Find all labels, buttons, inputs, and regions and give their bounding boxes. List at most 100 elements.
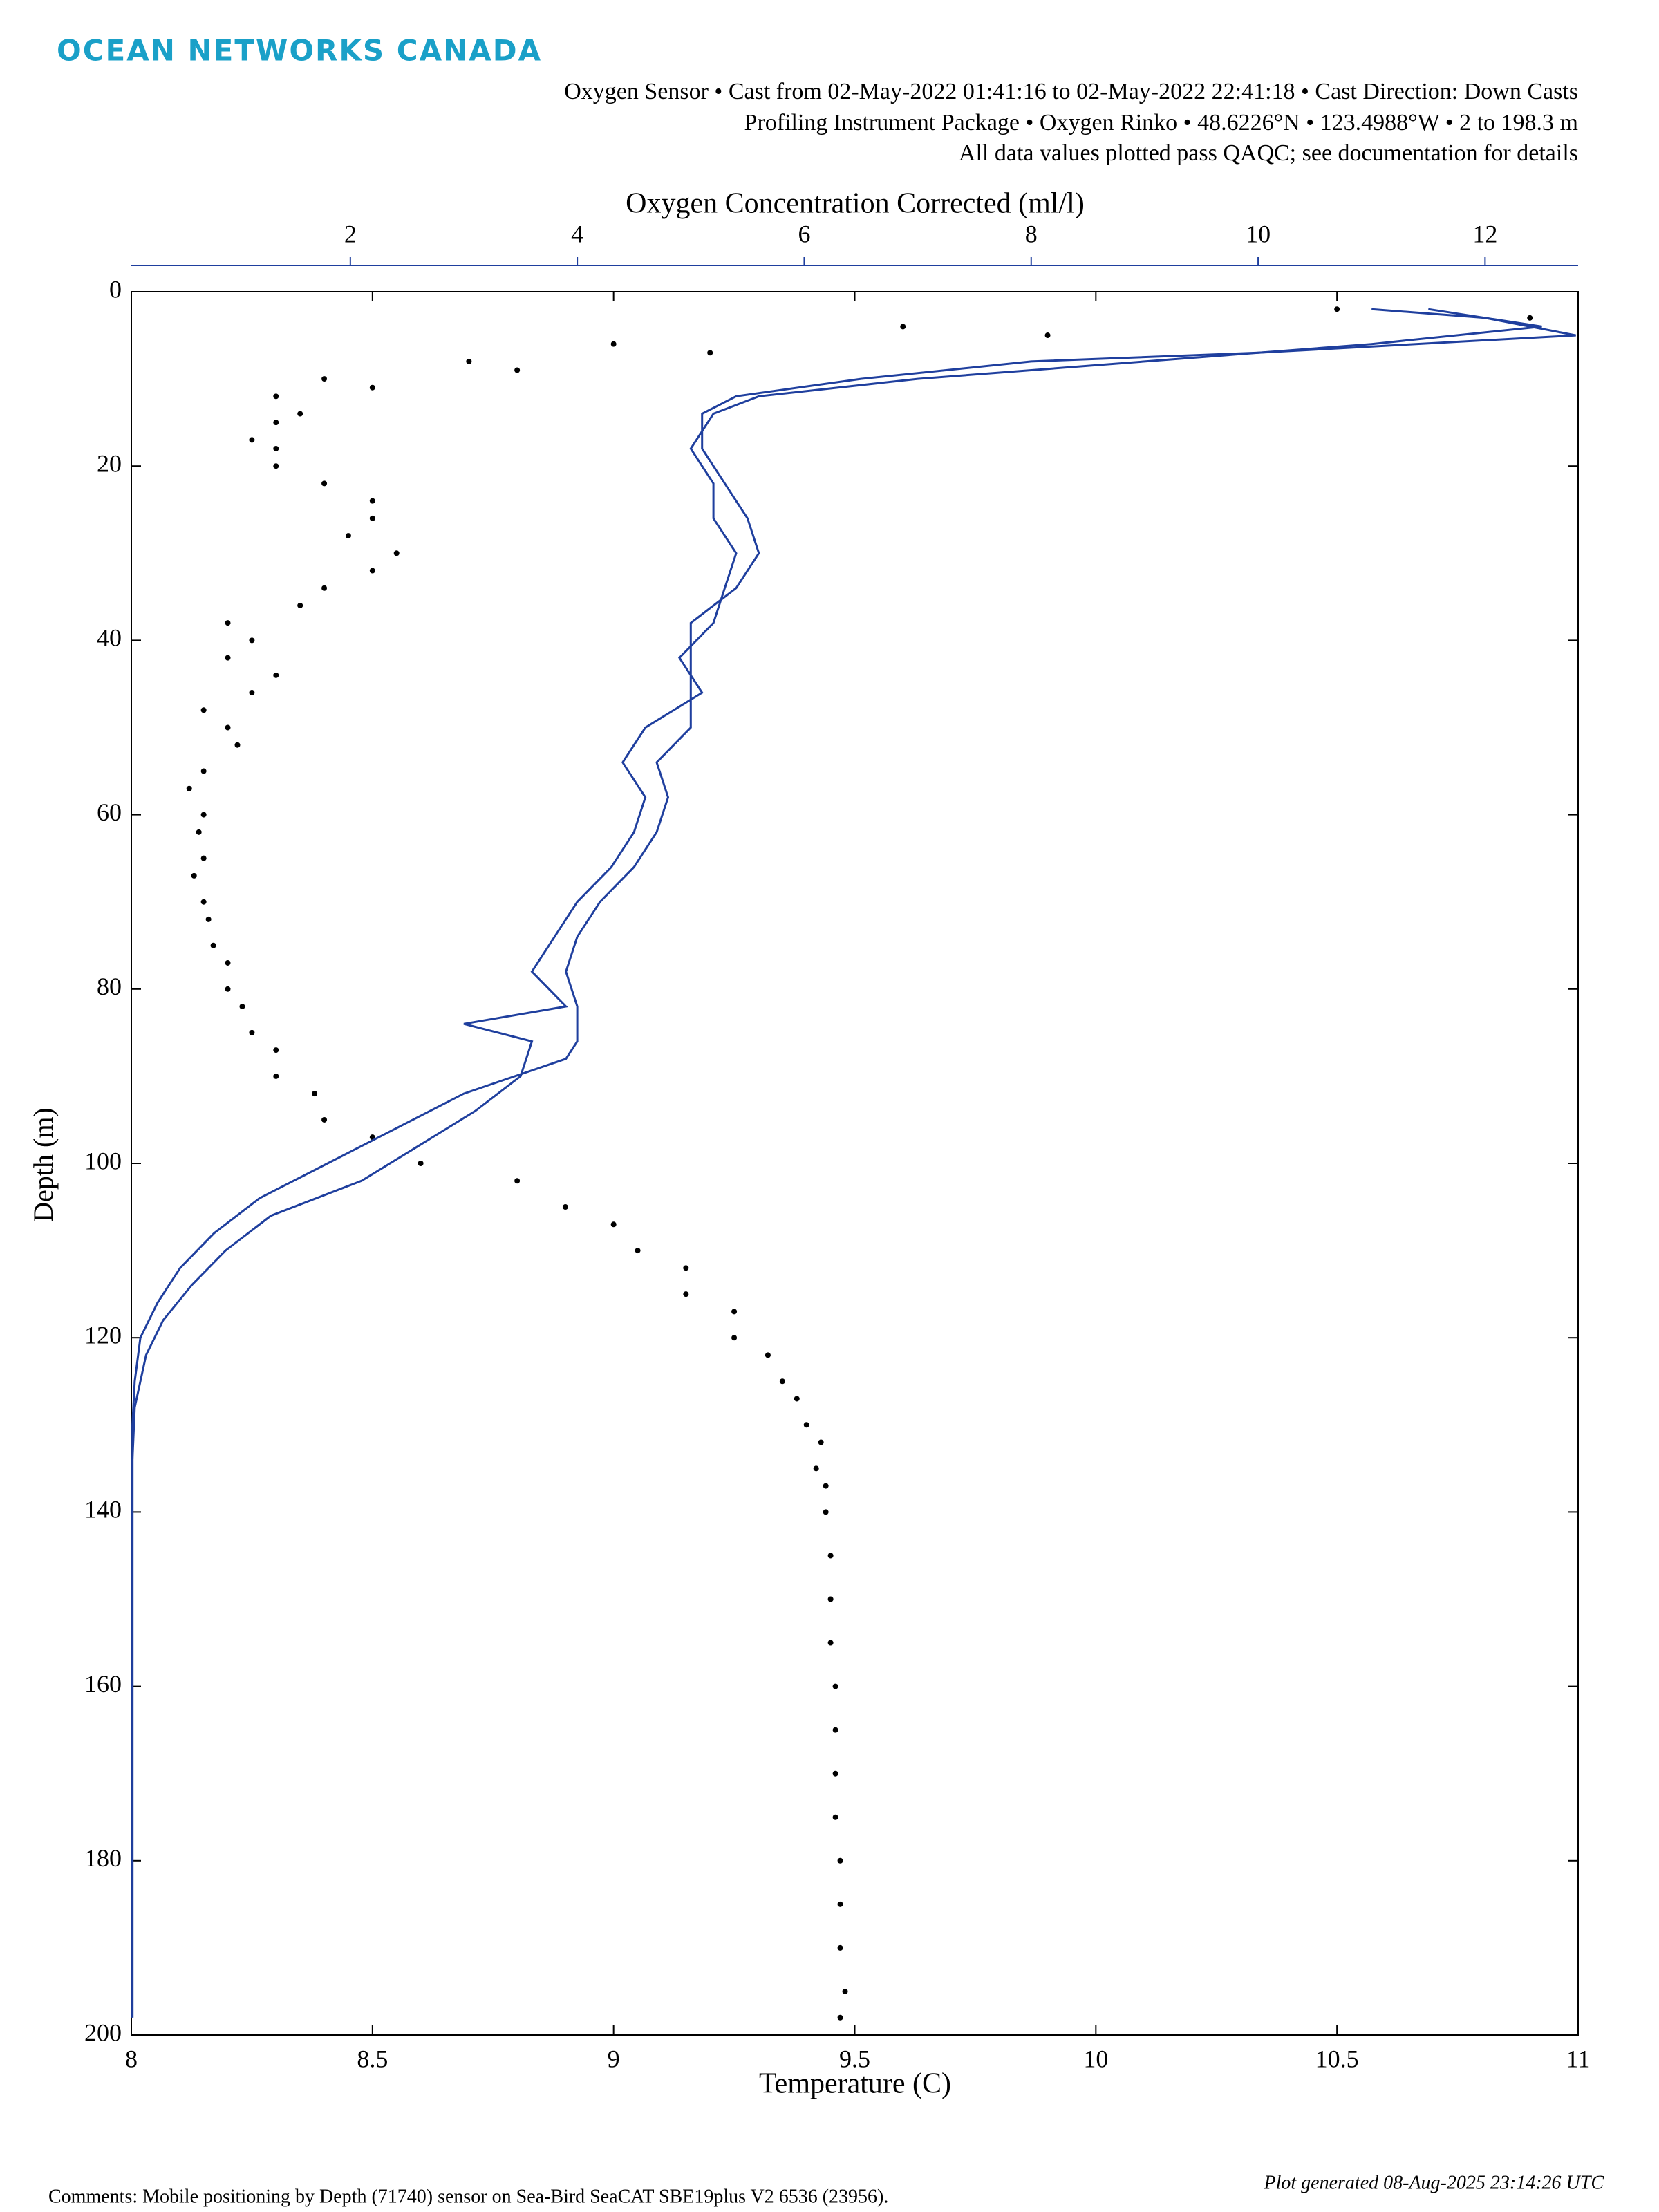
- x2-tick-label: 6: [798, 220, 810, 247]
- data-point: [832, 1727, 838, 1733]
- data-point: [196, 829, 202, 835]
- data-point: [832, 1683, 838, 1689]
- profile-line: [131, 308, 1576, 2018]
- x2-tick-label: 10: [1246, 220, 1271, 247]
- data-point: [683, 1291, 689, 1297]
- x-tick-label: 10: [1083, 2045, 1108, 2072]
- data-point: [273, 1047, 279, 1053]
- data-point: [369, 498, 375, 504]
- data-point: [297, 602, 303, 608]
- data-point: [779, 1378, 785, 1385]
- data-point: [191, 872, 197, 879]
- y-tick-label: 40: [97, 624, 122, 652]
- data-point: [369, 384, 375, 391]
- data-point: [794, 1396, 800, 1402]
- data-point: [823, 1509, 829, 1515]
- data-point: [273, 420, 279, 426]
- data-point: [234, 742, 241, 748]
- y-tick-label: 80: [97, 973, 122, 1000]
- data-point: [635, 1248, 641, 1254]
- x2-tick-label: 8: [1025, 220, 1038, 247]
- x2-tick-label: 12: [1472, 220, 1497, 247]
- data-point: [707, 350, 713, 356]
- x-tick-label: 9: [608, 2045, 620, 2072]
- data-point: [200, 899, 207, 905]
- data-point: [562, 1204, 568, 1210]
- data-point: [225, 986, 231, 992]
- x-tick-label: 10.5: [1315, 2045, 1359, 2072]
- profile-line: [131, 308, 1542, 2018]
- x2-tick-label: 2: [344, 220, 357, 247]
- subtitle: All data values plotted pass QAQC; see d…: [959, 140, 1578, 166]
- data-point: [321, 376, 328, 382]
- data-point: [321, 1116, 328, 1123]
- data-point: [225, 655, 231, 661]
- data-point: [369, 515, 375, 521]
- data-point: [514, 367, 521, 373]
- data-point: [273, 1073, 279, 1079]
- data-point: [803, 1422, 809, 1428]
- data-point: [369, 568, 375, 574]
- y-tick-label: 180: [84, 1844, 122, 1872]
- data-point: [514, 1178, 521, 1184]
- data-point: [225, 959, 231, 966]
- data-point: [837, 2014, 843, 2021]
- data-point: [1044, 332, 1051, 339]
- x-tick-label: 9.5: [839, 2045, 870, 2072]
- logo: OCEAN NETWORKS CANADA: [57, 34, 542, 68]
- data-point: [731, 1335, 738, 1341]
- data-point: [200, 707, 207, 713]
- data-point: [823, 1483, 829, 1489]
- data-point: [393, 550, 400, 556]
- data-point: [900, 324, 906, 330]
- x2-axis-label: Oxygen Concentration Corrected (ml/l): [626, 188, 1085, 220]
- plot-frame: [131, 291, 1579, 2036]
- data-point: [837, 1944, 843, 1951]
- data-point: [683, 1265, 689, 1271]
- data-point: [225, 620, 231, 626]
- data-point: [273, 393, 279, 400]
- y-tick-label: 200: [84, 2018, 122, 2046]
- y-tick-label: 120: [84, 1321, 122, 1349]
- x-tick-label: 11: [1566, 2045, 1591, 2072]
- data-point: [321, 585, 328, 591]
- data-point: [610, 1221, 617, 1228]
- data-point: [205, 916, 212, 922]
- x2-tick-label: 4: [571, 220, 583, 247]
- data-point: [321, 480, 328, 487]
- y-tick-label: 100: [84, 1147, 122, 1174]
- data-point: [418, 1161, 424, 1166]
- y-tick-label: 60: [97, 798, 122, 826]
- data-point: [239, 1004, 245, 1010]
- data-point: [273, 445, 279, 451]
- x-tick-label: 8: [125, 2045, 138, 2072]
- data-point: [837, 1857, 843, 1864]
- data-point: [249, 690, 255, 696]
- y-tick-label: 160: [84, 1670, 122, 1698]
- data-point: [842, 1988, 848, 1994]
- data-point: [345, 533, 351, 539]
- data-point: [249, 1029, 255, 1035]
- data-point: [297, 411, 303, 417]
- x-axis-label: Temperature (C): [759, 2068, 951, 2100]
- data-point: [813, 1465, 819, 1472]
- data-point: [837, 1901, 843, 1907]
- y-tick-label: 0: [109, 275, 122, 303]
- data-point: [273, 672, 279, 678]
- data-point: [249, 437, 255, 443]
- comments: Comments: Mobile positioning by Depth (7…: [48, 2186, 888, 2207]
- data-point: [1334, 306, 1340, 312]
- data-point: [186, 785, 192, 791]
- data-point: [200, 855, 207, 861]
- data-point: [731, 1309, 738, 1315]
- data-point: [249, 637, 255, 644]
- subtitle: Oxygen Sensor • Cast from 02-May-2022 01…: [564, 79, 1578, 104]
- data-point: [200, 812, 207, 818]
- data-point: [200, 768, 207, 774]
- y-tick-label: 140: [84, 1496, 122, 1524]
- data-point: [765, 1352, 771, 1358]
- data-point: [210, 942, 216, 948]
- data-point: [832, 1770, 838, 1777]
- data-point: [312, 1091, 318, 1097]
- generated: Plot generated 08-Aug-2025 23:14:26 UTC: [1264, 2172, 1604, 2193]
